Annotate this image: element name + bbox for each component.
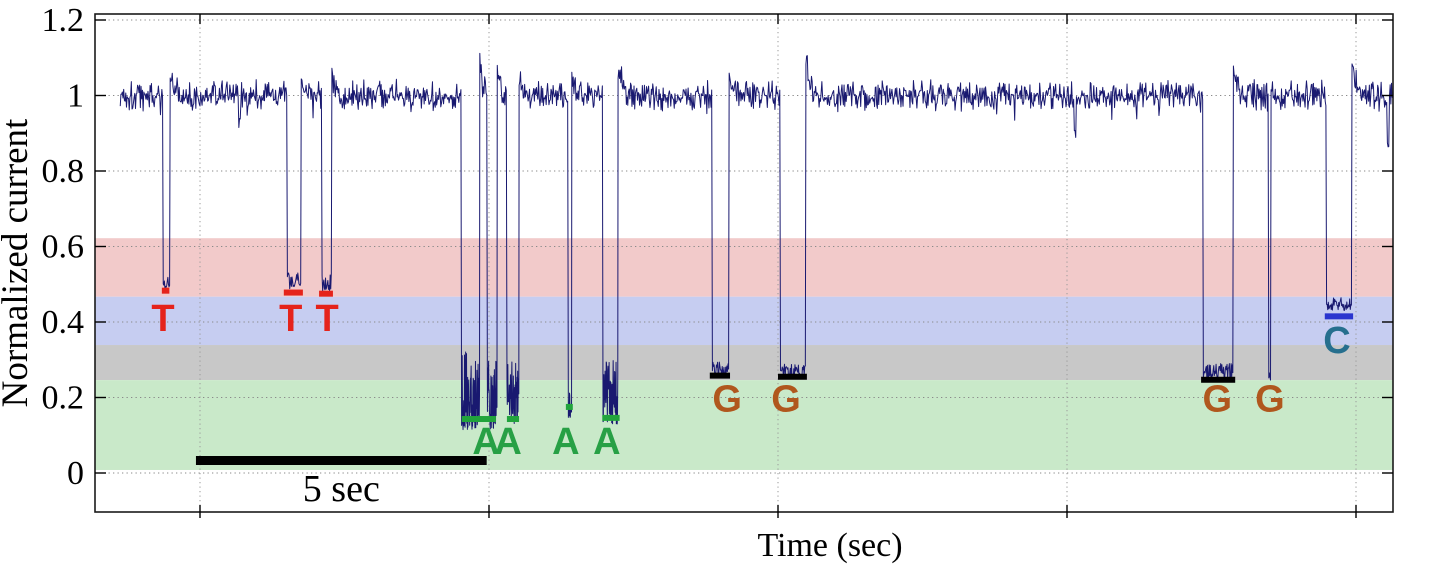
base-label-A: A bbox=[494, 421, 521, 463]
scale-bar bbox=[195, 456, 487, 465]
current-trace-line bbox=[119, 52, 1394, 431]
band-T bbox=[95, 238, 1393, 297]
signal-trace bbox=[119, 52, 1394, 431]
base-label-G: G bbox=[1255, 378, 1285, 420]
level-marker bbox=[319, 290, 333, 297]
base-label-A: A bbox=[472, 421, 499, 463]
event-level-markers bbox=[161, 287, 1354, 423]
base-level-bands bbox=[95, 238, 1393, 470]
y-tick-label: 1.2 bbox=[42, 2, 85, 39]
x-axis-title: Time (sec) bbox=[757, 527, 902, 564]
base-label-G: G bbox=[1202, 378, 1232, 420]
base-label-T: T bbox=[279, 298, 302, 340]
level-marker bbox=[778, 373, 807, 380]
y-tick-label: 0 bbox=[67, 455, 84, 492]
level-marker bbox=[283, 289, 303, 296]
plot-border bbox=[94, 13, 1394, 513]
base-label-C: C bbox=[1323, 320, 1350, 362]
axes-frame bbox=[94, 13, 1394, 518]
band-G bbox=[95, 345, 1393, 381]
base-label-A: A bbox=[552, 421, 579, 463]
base-label-G: G bbox=[712, 378, 742, 420]
y-tick-label: 1 bbox=[67, 78, 84, 115]
base-label-T: T bbox=[151, 298, 174, 340]
level-marker bbox=[161, 287, 170, 294]
base-label-T: T bbox=[316, 298, 339, 340]
y-tick-label: 0.8 bbox=[42, 153, 85, 190]
level-marker bbox=[565, 403, 573, 410]
y-tick-labels: 0 0.2 0.4 0.6 0.8 1 1.2 bbox=[42, 2, 85, 492]
base-call-labels: T T TAA A AG G G GC bbox=[151, 298, 1350, 463]
band-A bbox=[95, 380, 1393, 470]
time-scale-bar-group: 5 sec bbox=[195, 456, 487, 510]
y-tick-label: 0.6 bbox=[42, 229, 85, 266]
level-marker bbox=[461, 416, 496, 423]
y-axis-title: Normalized current bbox=[0, 118, 36, 407]
y-tick-label: 0.4 bbox=[42, 304, 85, 341]
level-marker bbox=[1201, 376, 1236, 383]
base-label-A: A bbox=[593, 421, 620, 463]
scale-bar-label: 5 sec bbox=[303, 468, 380, 510]
level-marker bbox=[506, 416, 520, 423]
level-marker bbox=[602, 414, 620, 421]
band-C bbox=[95, 296, 1393, 346]
level-marker bbox=[1324, 313, 1354, 320]
y-tick-label: 0.2 bbox=[42, 380, 85, 417]
level-marker bbox=[709, 372, 731, 379]
base-label-G: G bbox=[771, 378, 801, 420]
